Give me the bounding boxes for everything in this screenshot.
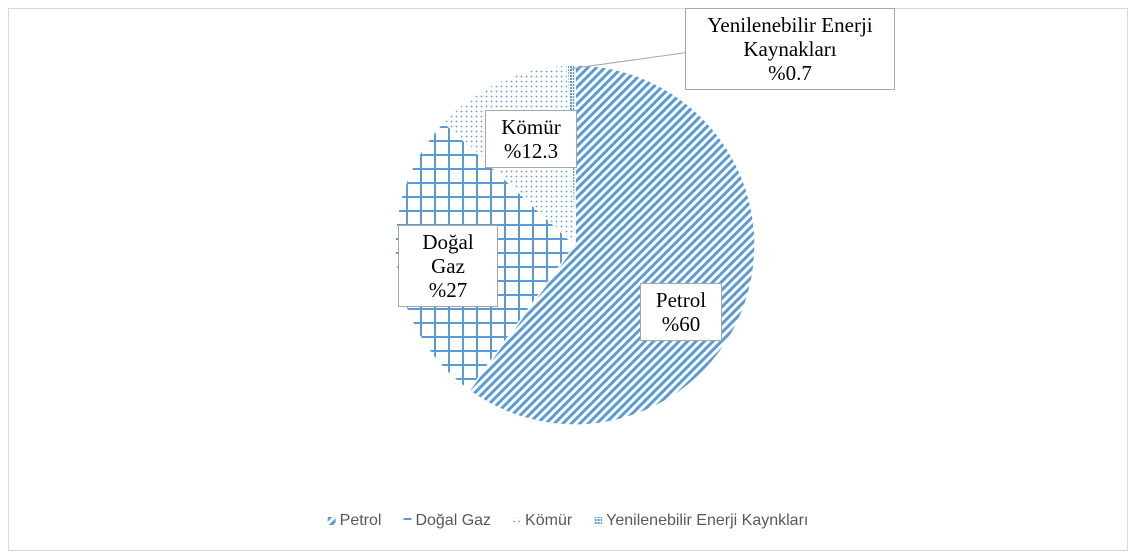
label-value: %12.3: [503, 139, 559, 163]
legend-marker: [594, 517, 603, 525]
label-value: %27: [428, 278, 468, 302]
label-name: Doğal Gaz: [422, 230, 474, 278]
data-label: Yenilenebilir Enerji Kaynakları %0.7: [685, 8, 895, 90]
legend-label: Kömür: [525, 512, 573, 529]
legend-label: Petrol: [340, 512, 382, 529]
chart-frame: [8, 8, 1128, 551]
legend-marker: [327, 517, 336, 525]
label-value: %60: [661, 312, 701, 336]
data-label: Doğal Gaz %27: [398, 225, 498, 307]
legend-marker: [513, 517, 522, 525]
data-label: Kömür %12.3: [485, 110, 577, 168]
label-name: Kömür: [501, 115, 561, 139]
label-name: Petrol: [655, 288, 707, 312]
legend-label: Doğal Gaz: [415, 512, 491, 529]
data-label: Petrol %60: [640, 283, 722, 341]
legend-marker: [403, 517, 412, 525]
label-name: Yenilenebilir Enerji Kaynakları: [707, 13, 873, 61]
label-value: %0.7: [768, 61, 812, 85]
legend-label: Yenilenebilir Enerji Kaynkları: [606, 512, 808, 529]
legend: Petrol Doğal Gaz Kömür Yenilenebilir Enerji…: [327, 512, 808, 529]
